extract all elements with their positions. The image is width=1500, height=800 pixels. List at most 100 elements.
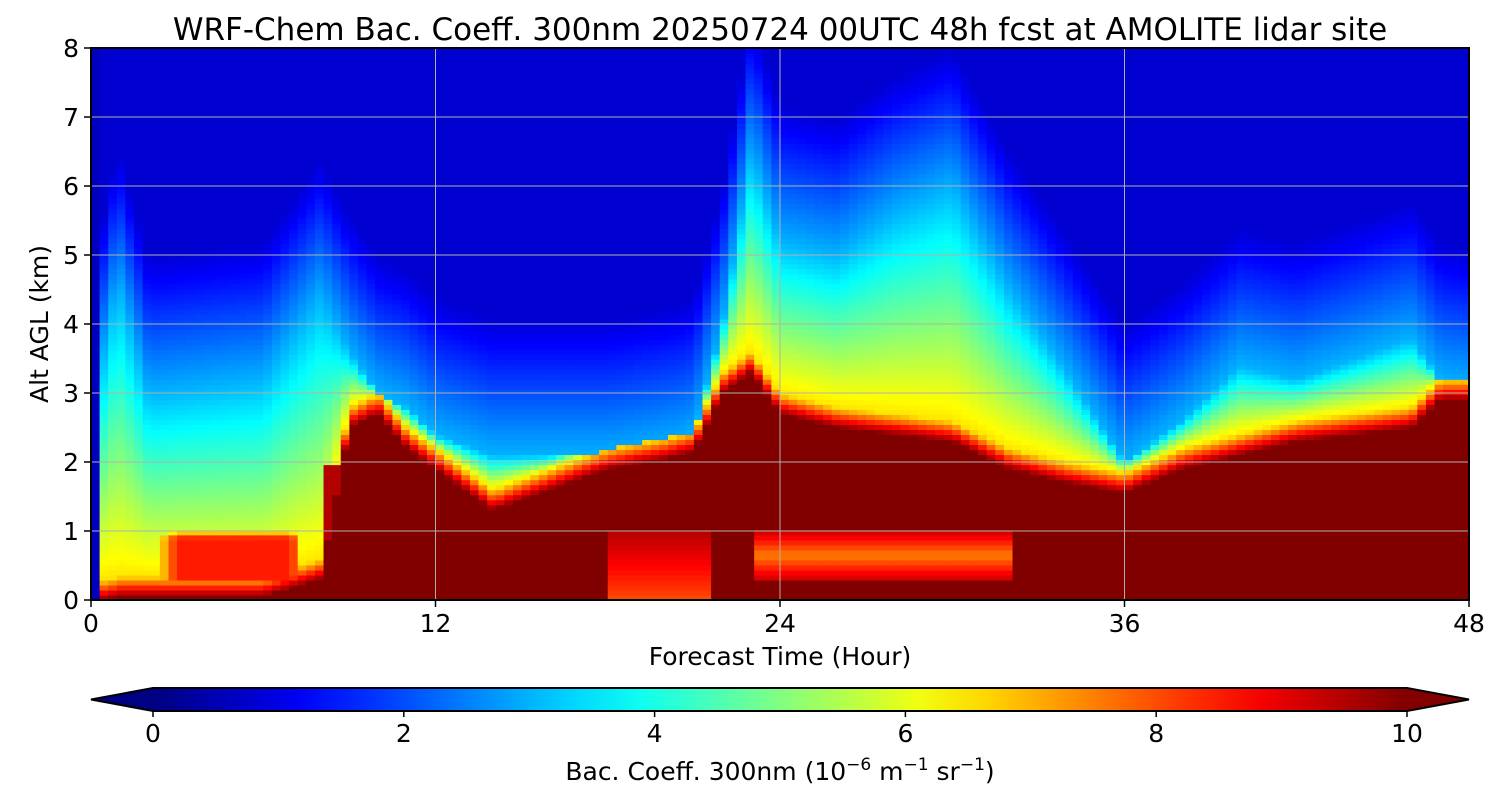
heatmap-cell xyxy=(229,580,238,586)
heatmap-cell xyxy=(461,354,470,360)
heatmap-cell xyxy=(246,219,255,225)
heatmap-cell xyxy=(220,495,229,501)
heatmap-cell xyxy=(237,500,246,506)
heatmap-cell xyxy=(100,234,109,240)
heatmap-cell xyxy=(212,199,221,205)
heatmap-cell xyxy=(298,189,307,195)
heatmap-cell xyxy=(418,103,427,109)
heatmap-cell xyxy=(349,590,358,596)
heatmap-cell xyxy=(315,495,324,501)
heatmap-cell xyxy=(358,485,367,491)
heatmap-cell xyxy=(91,279,100,285)
heatmap-cell xyxy=(358,209,367,215)
heatmap-cell xyxy=(401,374,410,380)
heatmap-cell xyxy=(289,419,298,425)
heatmap-cell xyxy=(401,585,410,591)
heatmap-cell xyxy=(375,189,384,195)
heatmap-cell xyxy=(341,93,350,99)
heatmap-cell xyxy=(220,264,229,270)
heatmap-cell xyxy=(436,168,445,174)
heatmap-cell xyxy=(177,565,186,571)
heatmap-cell xyxy=(306,314,315,320)
heatmap-cell xyxy=(427,444,436,450)
heatmap-cell xyxy=(160,399,169,405)
heatmap-cell xyxy=(143,354,152,360)
heatmap-cell xyxy=(410,138,419,144)
heatmap-cell xyxy=(237,329,246,335)
heatmap-cell xyxy=(220,63,229,69)
heatmap-cell xyxy=(470,239,479,245)
heatmap-cell xyxy=(151,309,160,315)
heatmap-cell xyxy=(332,369,341,375)
heatmap-cell xyxy=(418,374,427,380)
heatmap-cell xyxy=(186,344,195,350)
heatmap-cell xyxy=(203,470,212,476)
heatmap-cell xyxy=(177,219,186,225)
heatmap-cell xyxy=(315,224,324,230)
heatmap-cell xyxy=(229,454,238,460)
heatmap-cell xyxy=(125,424,134,430)
heatmap-cell xyxy=(237,78,246,84)
heatmap-cell xyxy=(177,535,186,541)
heatmap-cell xyxy=(341,409,350,415)
heatmap-cell xyxy=(289,575,298,581)
heatmap-cell xyxy=(289,465,298,471)
heatmap-cell xyxy=(108,399,117,405)
heatmap-cell xyxy=(169,520,178,526)
heatmap-cell xyxy=(125,565,134,571)
heatmap-cell xyxy=(280,374,289,380)
heatmap-cell xyxy=(125,444,134,450)
heatmap-cell xyxy=(100,565,109,571)
heatmap-cell xyxy=(349,259,358,265)
heatmap-cell xyxy=(125,68,134,74)
heatmap-cell xyxy=(237,389,246,395)
heatmap-cell xyxy=(160,83,169,89)
heatmap-cell xyxy=(384,349,393,355)
heatmap-cell xyxy=(436,163,445,169)
heatmap-cell xyxy=(315,324,324,330)
heatmap-cell xyxy=(479,465,488,471)
heatmap-cell xyxy=(341,73,350,79)
heatmap-cell xyxy=(436,585,445,591)
heatmap-cell xyxy=(341,495,350,501)
heatmap-cell xyxy=(160,485,169,491)
heatmap-cell xyxy=(436,209,445,215)
heatmap-cell xyxy=(332,309,341,315)
heatmap-cell xyxy=(444,434,453,440)
heatmap-cell xyxy=(134,284,143,290)
heatmap-cell xyxy=(151,580,160,586)
heatmap-cell xyxy=(237,324,246,330)
heatmap-cell xyxy=(237,419,246,425)
heatmap-cell xyxy=(332,429,341,435)
heatmap-cell xyxy=(427,540,436,546)
heatmap-cell xyxy=(315,555,324,561)
heatmap-cell xyxy=(212,374,221,380)
heatmap-cell xyxy=(229,389,238,395)
heatmap-cell xyxy=(453,454,462,460)
heatmap-cell xyxy=(151,354,160,360)
heatmap-cell xyxy=(151,274,160,280)
heatmap-cell xyxy=(194,359,203,365)
heatmap-cell xyxy=(358,269,367,275)
heatmap-cell xyxy=(410,294,419,300)
heatmap-cell xyxy=(229,309,238,315)
heatmap-cell xyxy=(315,259,324,265)
heatmap-cell xyxy=(375,269,384,275)
heatmap-cell xyxy=(479,419,488,425)
heatmap-cell xyxy=(444,409,453,415)
heatmap-cell xyxy=(169,535,178,541)
heatmap-cell xyxy=(169,78,178,84)
heatmap-cell xyxy=(306,354,315,360)
heatmap-cell xyxy=(160,158,169,164)
heatmap-cell xyxy=(280,259,289,265)
heatmap-cell xyxy=(392,540,401,546)
heatmap-cell xyxy=(367,103,376,109)
heatmap-cell xyxy=(367,384,376,390)
heatmap-cell xyxy=(220,540,229,546)
heatmap-cell xyxy=(108,264,117,270)
heatmap-cell xyxy=(367,329,376,335)
heatmap-cell xyxy=(461,289,470,295)
heatmap-cell xyxy=(117,515,126,521)
heatmap-cell xyxy=(384,520,393,526)
heatmap-cell xyxy=(358,229,367,235)
